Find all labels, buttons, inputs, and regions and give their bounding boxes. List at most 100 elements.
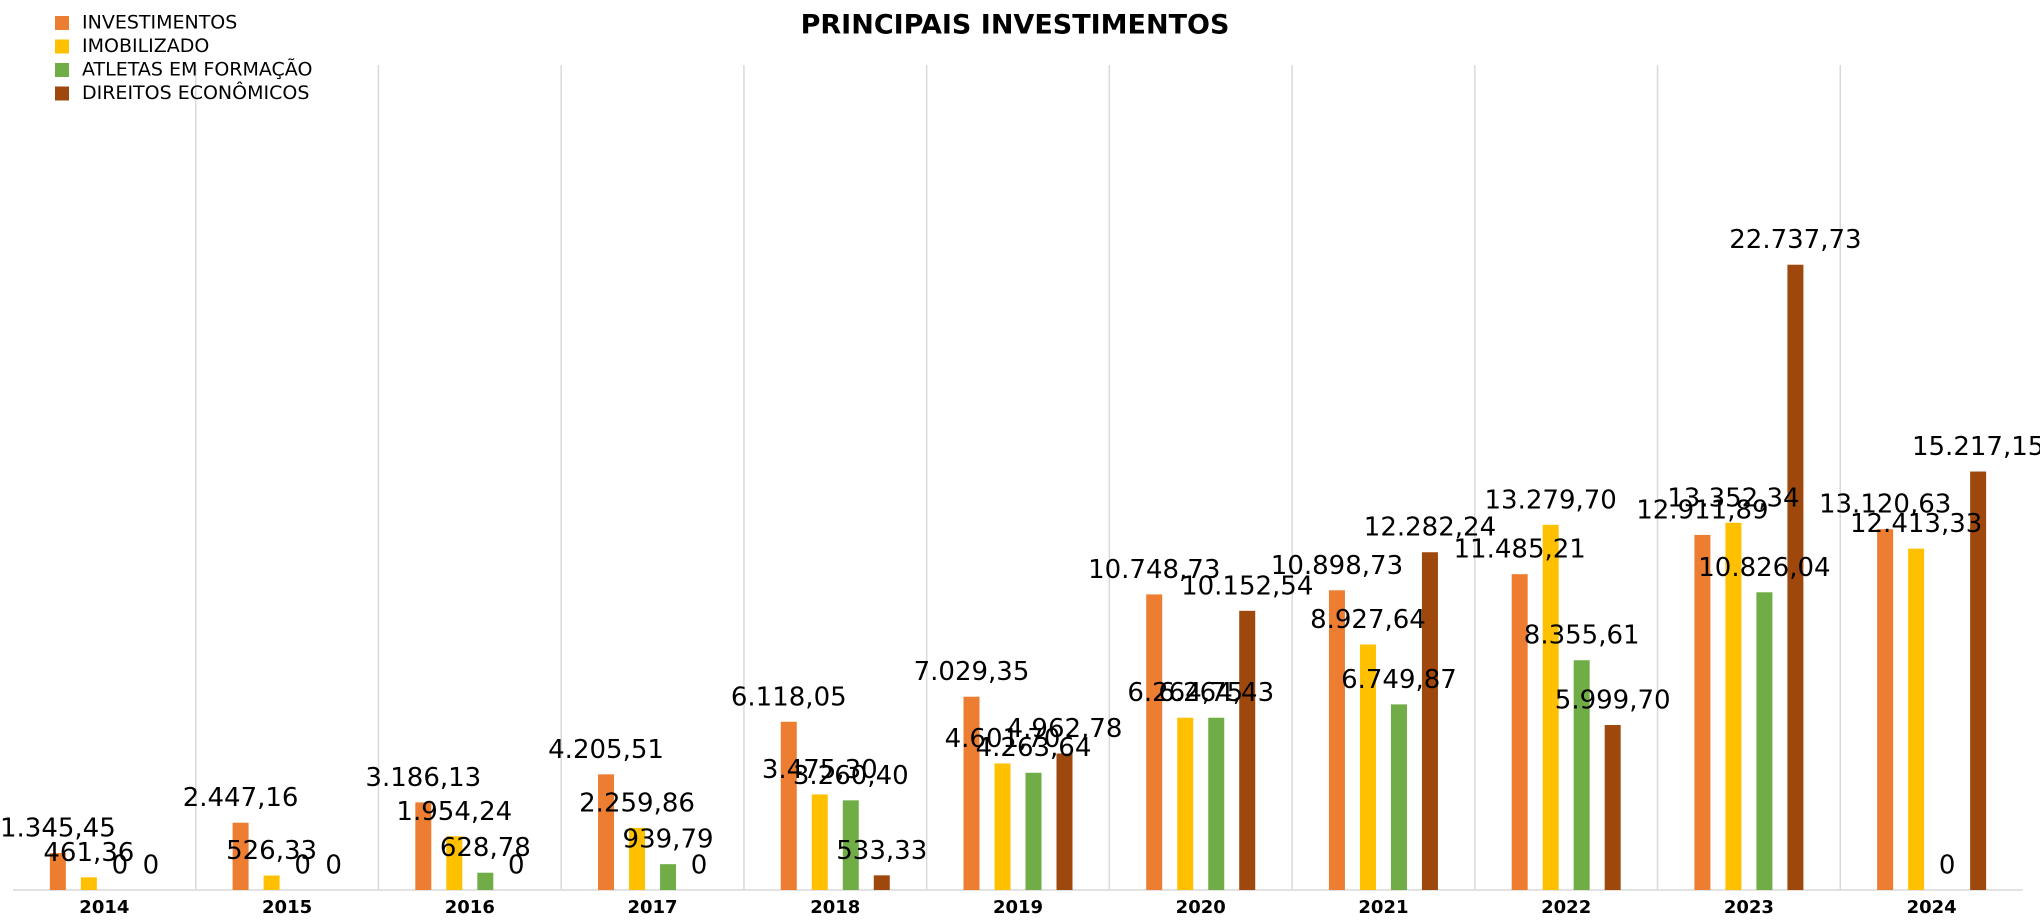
bar xyxy=(1146,594,1163,890)
data-label: 2.259,86 xyxy=(579,788,695,818)
data-label: 3.475,30 xyxy=(762,755,878,785)
data-label: 8.927,64 xyxy=(1310,605,1426,635)
data-label: 0 xyxy=(143,851,160,881)
data-label: 10.748,73 xyxy=(1088,555,1220,585)
bar xyxy=(1056,753,1073,890)
legend-swatch xyxy=(55,16,69,30)
data-label: 13.279,70 xyxy=(1485,485,1617,515)
data-label: 0 xyxy=(691,851,708,881)
data-label: 0 xyxy=(1939,851,1956,881)
bar xyxy=(1756,592,1773,890)
data-label: 6.264,43 xyxy=(1158,678,1274,708)
data-label: 3.260,40 xyxy=(793,761,909,791)
data-label: 533,33 xyxy=(836,836,927,866)
data-label: 4.205,51 xyxy=(548,735,664,765)
legend-swatch xyxy=(55,63,69,77)
data-label: 6.264,75 xyxy=(1127,678,1243,708)
bar xyxy=(477,872,494,890)
x-tick-label: 2016 xyxy=(445,897,495,918)
bar xyxy=(1908,548,1925,890)
x-tick-label: 2021 xyxy=(1358,897,1408,918)
data-label: 4.601,70 xyxy=(945,724,1061,754)
data-label: 461,36 xyxy=(43,838,134,868)
data-label: 1.954,24 xyxy=(396,797,512,827)
bar xyxy=(1511,574,1528,890)
data-label: 1.345,45 xyxy=(0,814,116,844)
bar xyxy=(1025,772,1042,890)
data-label: 4.263,64 xyxy=(976,733,1092,763)
data-label: 0 xyxy=(508,851,525,881)
data-label: 10.152,54 xyxy=(1181,571,1313,601)
data-label: 13.352,34 xyxy=(1667,483,1799,513)
x-tick-label: 2015 xyxy=(262,897,312,918)
bar xyxy=(963,696,980,890)
data-label: 12.282,24 xyxy=(1364,513,1496,543)
data-label: 11.485,21 xyxy=(1454,535,1586,565)
bar xyxy=(80,877,97,890)
data-label: 939,79 xyxy=(623,825,714,855)
bar xyxy=(994,763,1011,890)
legend-label: ATLETAS EM FORMAÇÃO xyxy=(82,58,312,81)
bar xyxy=(1390,704,1407,890)
bar xyxy=(1725,522,1742,890)
bar xyxy=(629,827,646,890)
x-tick-label: 2022 xyxy=(1541,897,1591,918)
legend-swatch xyxy=(55,39,69,54)
bar xyxy=(1208,717,1225,890)
data-label: 4.962,78 xyxy=(1007,714,1123,744)
bar xyxy=(1177,717,1194,890)
bar xyxy=(811,794,828,890)
bar xyxy=(49,853,66,890)
bar xyxy=(1421,552,1438,890)
bar xyxy=(1787,264,1804,891)
x-tick-label: 2017 xyxy=(627,897,677,918)
legend-swatch xyxy=(55,86,69,101)
bar xyxy=(415,802,432,890)
data-label: 6.749,87 xyxy=(1341,665,1457,695)
bar xyxy=(1542,524,1559,890)
bar xyxy=(1573,660,1590,890)
data-label: 628,78 xyxy=(440,833,531,863)
bar xyxy=(1877,529,1894,890)
bar xyxy=(446,836,463,890)
bar xyxy=(1239,610,1256,890)
bar xyxy=(1359,644,1376,890)
x-tick-label: 2024 xyxy=(1907,897,1957,918)
data-label: 0 xyxy=(325,851,342,881)
bar xyxy=(1328,590,1345,890)
x-tick-label: 2020 xyxy=(1176,897,1226,918)
bar xyxy=(232,822,249,890)
data-label: 7.029,35 xyxy=(914,657,1030,687)
data-label: 0 xyxy=(112,851,129,881)
bar xyxy=(873,875,890,890)
data-label: 3.186,13 xyxy=(365,763,481,793)
data-label: 6.118,05 xyxy=(731,682,847,712)
data-label: 15.217,15 xyxy=(1912,432,2040,462)
bar xyxy=(780,721,797,890)
data-label: 13.120,63 xyxy=(1819,490,1951,520)
bar xyxy=(1604,725,1621,890)
legend-label: IMOBILIZADO xyxy=(82,35,209,57)
bar xyxy=(1694,534,1711,890)
data-label: 526,33 xyxy=(226,836,317,866)
bar xyxy=(1970,471,1987,890)
legend-label: INVESTIMENTOS xyxy=(82,12,237,34)
bar xyxy=(842,800,859,890)
legend-label: DIREITOS ECONÔMICOS xyxy=(82,80,309,104)
data-label: 8.355,61 xyxy=(1524,621,1640,651)
data-label: 0 xyxy=(294,851,311,881)
x-tick-label: 2018 xyxy=(810,897,860,918)
data-label: 12.413,33 xyxy=(1850,509,1982,539)
bar xyxy=(598,774,615,890)
data-label: 10.826,04 xyxy=(1698,553,1830,583)
data-label: 2.447,16 xyxy=(183,783,299,813)
bar xyxy=(660,864,677,890)
x-tick-label: 2019 xyxy=(993,897,1043,918)
data-label: 10.898,73 xyxy=(1271,551,1403,581)
data-label: 22.737,73 xyxy=(1729,225,1861,255)
x-tick-label: 2023 xyxy=(1724,897,1774,918)
bar xyxy=(263,875,280,890)
x-tick-label: 2014 xyxy=(79,897,129,918)
chart-title: PRINCIPAIS INVESTIMENTOS xyxy=(801,10,1230,41)
